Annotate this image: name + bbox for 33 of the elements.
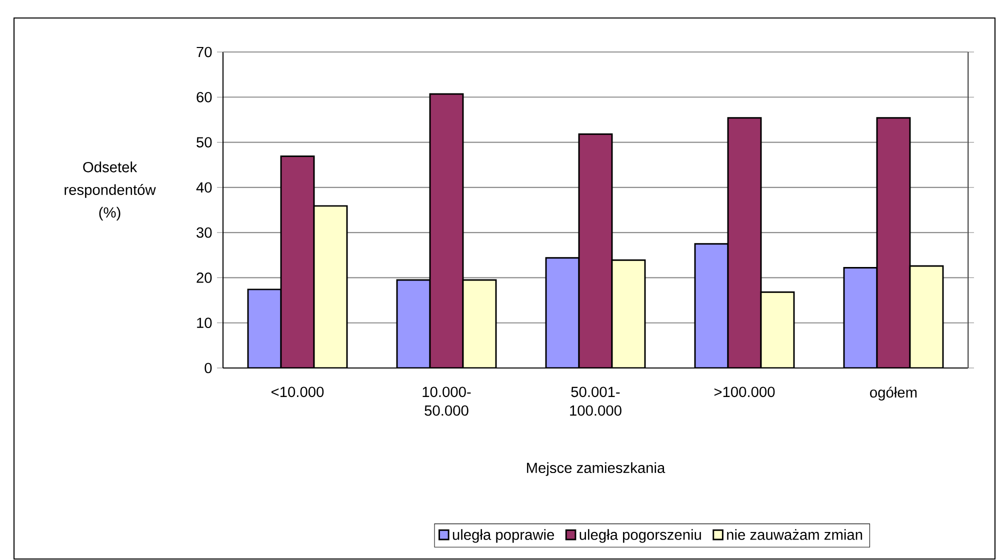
- bar: [313, 205, 348, 368]
- x-tick-label: >100.000: [714, 386, 775, 398]
- y-tick-label: 30: [196, 227, 212, 238]
- legend-label: uległa pogorszeniu: [580, 529, 701, 543]
- bar: [843, 267, 878, 368]
- bar: [396, 279, 431, 368]
- bar: [280, 156, 315, 368]
- bar: [760, 291, 795, 368]
- x-axis-title: Mejsce zamieszkania: [527, 462, 666, 476]
- bar: [247, 288, 282, 368]
- y-tick-label: 70: [196, 46, 212, 58]
- legend-label: uległa poprawie: [452, 529, 554, 543]
- bar: [909, 265, 944, 368]
- bar: [727, 117, 762, 368]
- x-tick-label: <10.000: [272, 386, 324, 398]
- y-tick-label: 20: [196, 272, 212, 283]
- bar: [545, 257, 580, 368]
- y-tick-label: 40: [196, 182, 212, 193]
- y-tick-label: 10: [197, 318, 212, 328]
- legend-label: nie zauważam zmian: [727, 529, 862, 540]
- y-tick-label: 60: [196, 92, 212, 102]
- x-tick-label: ogółem: [870, 386, 917, 401]
- bar: [429, 93, 464, 368]
- y-tick-label: 50: [196, 137, 212, 148]
- bar: [462, 279, 497, 368]
- bar: [694, 243, 729, 368]
- bar: [876, 117, 911, 368]
- bar: [611, 259, 646, 368]
- x-tick-label: 10.000-50.000: [422, 386, 471, 416]
- y-tick-label: 0: [204, 362, 212, 374]
- bar: [578, 133, 613, 368]
- y-axis-title: Odsetek respondentów (%): [64, 162, 156, 221]
- x-tick-label: 50.001-100.000: [570, 386, 622, 416]
